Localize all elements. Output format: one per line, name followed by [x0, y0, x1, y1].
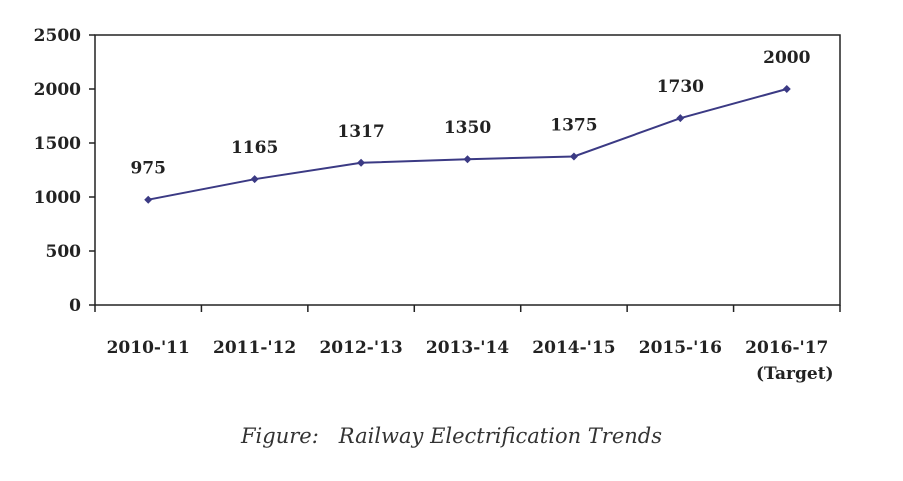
data-label: 1350 — [444, 118, 491, 138]
y-tick-label: 0 — [69, 296, 81, 316]
x-tick-label: 2016-'17 — [745, 338, 828, 358]
data-label: 1165 — [231, 138, 278, 158]
y-axis-ticks: 0 500 1000 1500 2000 2500 — [34, 26, 95, 316]
y-tick-label: 2000 — [34, 80, 81, 100]
data-label: 975 — [130, 159, 166, 179]
data-point — [463, 155, 472, 164]
data-label: 1375 — [550, 116, 597, 136]
data-point — [676, 114, 685, 123]
data-label: 2000 — [763, 48, 810, 68]
data-labels: 975 1165 1317 1350 1375 1730 2000 — [130, 48, 810, 179]
x-tick-label: 2014-'15 — [532, 338, 615, 358]
y-tick-label: 1500 — [34, 134, 81, 154]
data-label: 1730 — [657, 77, 704, 97]
chart-axes — [94, 34, 841, 306]
data-label: 1317 — [337, 122, 384, 142]
x-axis-ticks: 2010-'11 2011-'12 2012-'13 2013-'14 2014-'15… — [94, 305, 841, 384]
x-tick-label: 2012-'13 — [319, 338, 402, 358]
x-tick-label: 2011-'12 — [213, 338, 296, 358]
data-point — [569, 152, 578, 161]
data-point — [144, 195, 153, 204]
y-tick-label: 1000 — [34, 188, 81, 208]
figure-caption: Figure: Railway Electrification Trends — [240, 424, 663, 448]
x-tick-label: 2010-'11 — [107, 338, 190, 358]
data-point — [357, 158, 366, 167]
data-point — [782, 85, 791, 93]
plot-frame — [94, 34, 841, 306]
y-tick-label: 500 — [46, 242, 82, 262]
x-tick-sublabel: (Target) — [756, 364, 834, 384]
x-tick-label: 2013-'14 — [426, 338, 509, 358]
x-tick-label: 2015-'16 — [639, 338, 722, 358]
y-tick-label: 2500 — [34, 26, 81, 46]
chart-series — [144, 85, 791, 204]
data-point — [250, 175, 259, 184]
